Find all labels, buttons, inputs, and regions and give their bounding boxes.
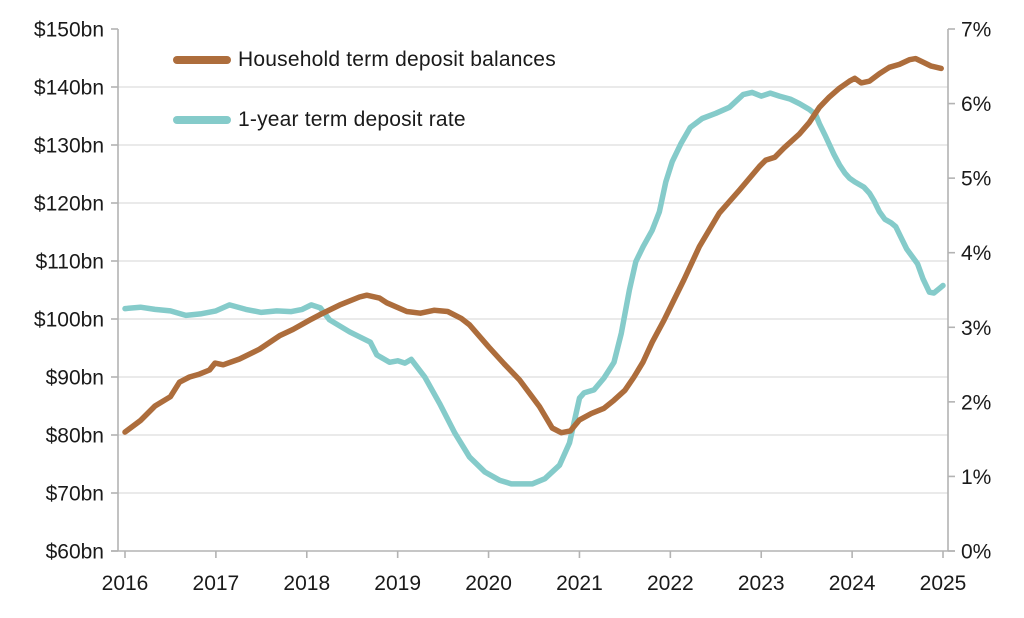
x-tick-label: 2020 — [465, 572, 512, 595]
series-line-household-term-deposit-balances — [122, 55, 944, 436]
x-tick-label: 2017 — [193, 572, 240, 595]
x-tick-label: 2016 — [102, 572, 149, 595]
x-tick-label: 2022 — [647, 572, 694, 595]
legend-label-deposit-rate: 1-year term deposit rate — [238, 108, 466, 131]
x-tick-label: 2021 — [556, 572, 603, 595]
y-left-tick-label: $80bn — [46, 425, 104, 448]
y-left-tick-label: $70bn — [46, 483, 104, 506]
x-tick-label: 2018 — [283, 572, 330, 595]
deposit-rate-swatch — [173, 116, 231, 124]
x-tick-label: 2025 — [920, 572, 967, 595]
y-left-tick-label: $60bn — [46, 541, 104, 564]
y-right-tick-label: 3% — [961, 317, 991, 340]
x-tick-label: 2024 — [829, 572, 876, 595]
legend-label-household-balances: Household term deposit balances — [238, 48, 556, 71]
y-right-tick-label: 5% — [961, 168, 991, 191]
y-right-tick-label: 2% — [961, 391, 991, 414]
y-left-tick-label: $130bn — [34, 135, 104, 158]
household-balances-swatch — [173, 56, 231, 64]
y-left-tick-label: $140bn — [34, 77, 104, 100]
y-left-tick-label: $90bn — [46, 367, 104, 390]
series-line-1-year-term-deposit-rate — [122, 89, 946, 487]
y-right-tick-label: 1% — [961, 466, 991, 489]
y-left-tick-label: $110bn — [35, 251, 104, 274]
y-left-tick-label: $150bn — [34, 19, 104, 42]
chart-legend: Household term deposit balances 1-year t… — [173, 44, 556, 164]
y-right-tick-label: 4% — [961, 242, 991, 265]
y-right-tick-label: 7% — [961, 19, 991, 42]
x-tick-label: 2023 — [738, 572, 785, 595]
x-tick-label: 2019 — [374, 572, 421, 595]
y-left-tick-label: $120bn — [34, 193, 104, 216]
y-left-tick-label: $100bn — [34, 309, 104, 332]
legend-item-household-balances: Household term deposit balances — [173, 44, 556, 76]
y-right-tick-label: 0% — [961, 541, 991, 564]
y-right-tick-label: 6% — [961, 93, 991, 116]
legend-item-deposit-rate: 1-year term deposit rate — [173, 104, 556, 136]
